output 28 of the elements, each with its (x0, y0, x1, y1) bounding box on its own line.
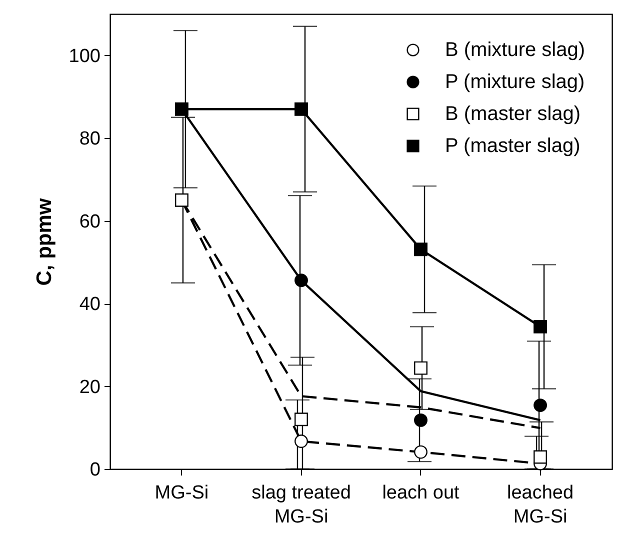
point (294, 102, 308, 116)
y-axis-title: C, ppmw (32, 198, 56, 286)
y-tick-label: 0 (90, 460, 100, 480)
point (414, 413, 428, 427)
y-tick-label: 20 (79, 376, 100, 398)
x-tick-label: MG-Si (154, 482, 209, 504)
y-tick-label: 60 (79, 211, 100, 232)
point (174, 193, 188, 207)
y-tick-label: 40 (79, 294, 100, 316)
legend-label: P (mixture slag) (445, 71, 585, 93)
point (294, 434, 308, 448)
y-tick-label: 80 (79, 128, 100, 150)
legend-label: B (mixture slag) (445, 39, 586, 61)
point (414, 445, 428, 459)
point (414, 242, 428, 256)
x-tick-label: leached MG-Si (507, 482, 574, 528)
point (294, 274, 308, 288)
y-tick-label: 100 (68, 46, 100, 67)
point (534, 450, 548, 464)
x-tick-label: leach out (382, 482, 460, 504)
point (414, 361, 428, 375)
point (174, 102, 188, 116)
legend-label: B (master slag) (445, 103, 581, 125)
point (294, 412, 308, 426)
x-tick-label: slag treated MG-Si (252, 482, 351, 528)
point (534, 398, 548, 412)
legend-label: P (master slag) (445, 135, 580, 157)
point (534, 320, 548, 334)
